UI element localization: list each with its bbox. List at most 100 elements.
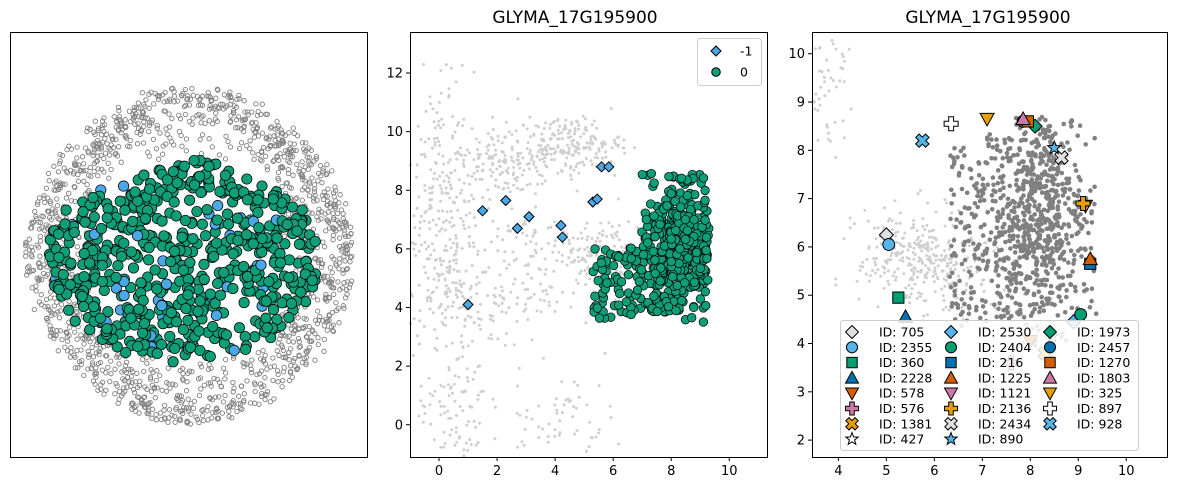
spatial-background-spot bbox=[306, 145, 312, 151]
spatial-expression-spot bbox=[212, 277, 224, 290]
spatial-background-spot bbox=[186, 102, 193, 108]
spatial-background-spot bbox=[115, 352, 121, 358]
right-cloud-point bbox=[1042, 169, 1048, 175]
middle-cluster-points bbox=[588, 168, 714, 327]
middle-background-point bbox=[415, 175, 419, 179]
spatial-background-spot bbox=[251, 400, 258, 406]
spatial-background-spot bbox=[47, 327, 54, 333]
spatial-background-spot bbox=[302, 149, 308, 155]
right-background-point bbox=[879, 242, 883, 246]
right-background-point bbox=[920, 249, 924, 253]
right-cloud-point bbox=[997, 213, 1002, 219]
middle-background-point bbox=[449, 416, 453, 420]
right-cloud-point bbox=[999, 294, 1004, 300]
spatial-background-spot bbox=[324, 217, 330, 223]
right-cloud-point bbox=[1049, 290, 1055, 296]
middle-background-point bbox=[425, 296, 429, 300]
middle-background-point bbox=[557, 132, 561, 136]
middle-background-point bbox=[506, 166, 510, 170]
right-background-point bbox=[975, 270, 979, 274]
right-cloud-point bbox=[1069, 119, 1074, 124]
middle-cluster-point bbox=[621, 297, 632, 307]
middle-background-point bbox=[439, 187, 443, 191]
middle-background-point bbox=[427, 245, 430, 248]
middle-background-point bbox=[552, 119, 556, 123]
middle-background-point bbox=[415, 163, 419, 167]
right-background-point bbox=[944, 305, 948, 309]
spatial-background-spot bbox=[275, 177, 282, 183]
middle-background-point bbox=[510, 158, 514, 162]
right-cloud-point bbox=[1004, 255, 1010, 260]
right-cloud-point bbox=[1036, 233, 1042, 238]
spatial-background-spot bbox=[153, 411, 159, 418]
spatial-background-spot bbox=[79, 358, 85, 364]
spatial-expression-spot bbox=[214, 289, 226, 301]
spatial-background-spot bbox=[198, 364, 205, 370]
right-cloud-point bbox=[1024, 252, 1030, 257]
right-cloud-point bbox=[1006, 212, 1011, 218]
middle-background-point bbox=[610, 225, 614, 228]
middle-background-point bbox=[554, 397, 558, 401]
middle-background-point bbox=[430, 242, 434, 246]
spatial-expression-spot bbox=[238, 261, 250, 273]
spatial-background-spot bbox=[140, 140, 147, 146]
spatial-background-spot bbox=[299, 197, 305, 203]
spatial-background-spot bbox=[95, 173, 101, 179]
spatial-background-spot bbox=[181, 405, 187, 411]
right-cloud-point bbox=[1041, 277, 1047, 283]
middle-background-point bbox=[529, 296, 533, 299]
spatial-background-spot bbox=[296, 344, 302, 350]
middle-background-point bbox=[565, 232, 569, 236]
spatial-background-spot bbox=[48, 216, 54, 223]
spatial-background-spot bbox=[281, 154, 288, 160]
spatial-background-spot bbox=[236, 92, 242, 99]
right-cloud-point bbox=[1020, 186, 1026, 192]
spatial-background-spot bbox=[341, 305, 347, 311]
spatial-expression-spot bbox=[287, 201, 299, 213]
middle-background-point bbox=[547, 422, 551, 426]
right-cloud-point bbox=[985, 137, 990, 142]
right-cloud-point bbox=[980, 182, 986, 188]
middle-background-point bbox=[528, 167, 531, 171]
middle-background-point bbox=[534, 192, 537, 196]
spatial-background-spot bbox=[294, 161, 300, 168]
middle-cluster-point bbox=[695, 263, 706, 273]
spatial-background-spot bbox=[259, 130, 266, 136]
right-background-point bbox=[913, 282, 917, 286]
middle-background-point bbox=[595, 126, 599, 130]
right-cloud-point bbox=[1034, 267, 1039, 273]
right-cloud-point bbox=[997, 248, 1002, 253]
middle-background-point bbox=[603, 351, 607, 355]
middle-cluster-point bbox=[666, 234, 676, 244]
right-background-point bbox=[894, 221, 898, 225]
right-background-point bbox=[921, 244, 925, 248]
right-cloud-point bbox=[1029, 177, 1035, 182]
spatial-background-spot bbox=[122, 117, 128, 123]
right-cloud-point bbox=[966, 311, 972, 317]
middle-background-point bbox=[585, 129, 589, 132]
middle-background-point bbox=[479, 302, 482, 306]
right-cloud-point bbox=[994, 143, 1000, 148]
spatial-background-spot bbox=[44, 264, 50, 270]
middle-background-point bbox=[500, 301, 504, 305]
middle-background-point bbox=[546, 440, 550, 444]
middle-cluster-point bbox=[646, 168, 656, 179]
middle-background-point bbox=[440, 227, 444, 231]
middle-panel-title: GLYMA_17G195900 bbox=[492, 8, 657, 28]
spatial-background-spot bbox=[198, 386, 204, 392]
middle-cluster-point bbox=[636, 265, 647, 275]
spatial-background-spot bbox=[214, 406, 220, 412]
right-cloud-point bbox=[992, 240, 998, 245]
spatial-expression-spot bbox=[283, 271, 295, 283]
middle-background-point bbox=[486, 294, 490, 297]
spatial-background-spot bbox=[166, 381, 172, 387]
right-background-point bbox=[882, 286, 886, 290]
middle-background-point bbox=[455, 358, 459, 361]
middle-background-point bbox=[555, 259, 559, 263]
middle-background-point bbox=[510, 207, 514, 211]
right-cloud-point bbox=[1065, 273, 1071, 279]
spatial-background-spot bbox=[150, 136, 156, 143]
middle-background-point bbox=[574, 145, 578, 149]
middle-background-point bbox=[491, 319, 495, 323]
right-cloud-point bbox=[1073, 168, 1079, 173]
